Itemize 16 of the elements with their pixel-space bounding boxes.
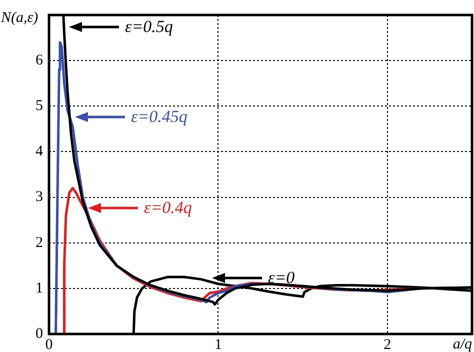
legend-label: ε=0 <box>268 267 295 289</box>
x-tick-label: 0 <box>45 336 53 352</box>
x-axis-title: a/q <box>452 336 472 352</box>
y-tick-label: 4 <box>36 144 44 160</box>
y-tick-label: 6 <box>36 52 44 69</box>
legend-label: ε=0.4q <box>144 197 192 219</box>
y-tick-label: 3 <box>36 189 43 206</box>
y-axis-title: N(a,ε) <box>0 10 38 26</box>
x-tick-label: 2 <box>384 336 392 352</box>
y-tick-label: 0 <box>36 326 43 342</box>
y-tick-label: 5 <box>36 98 43 114</box>
y-tick-label: 1 <box>36 280 43 296</box>
legend-label: ε=0.45q <box>131 106 188 128</box>
x-tick-label: 1 <box>214 336 222 352</box>
y-tick-label: 2 <box>36 234 43 251</box>
legend-label: ε=0.5q <box>125 16 173 38</box>
